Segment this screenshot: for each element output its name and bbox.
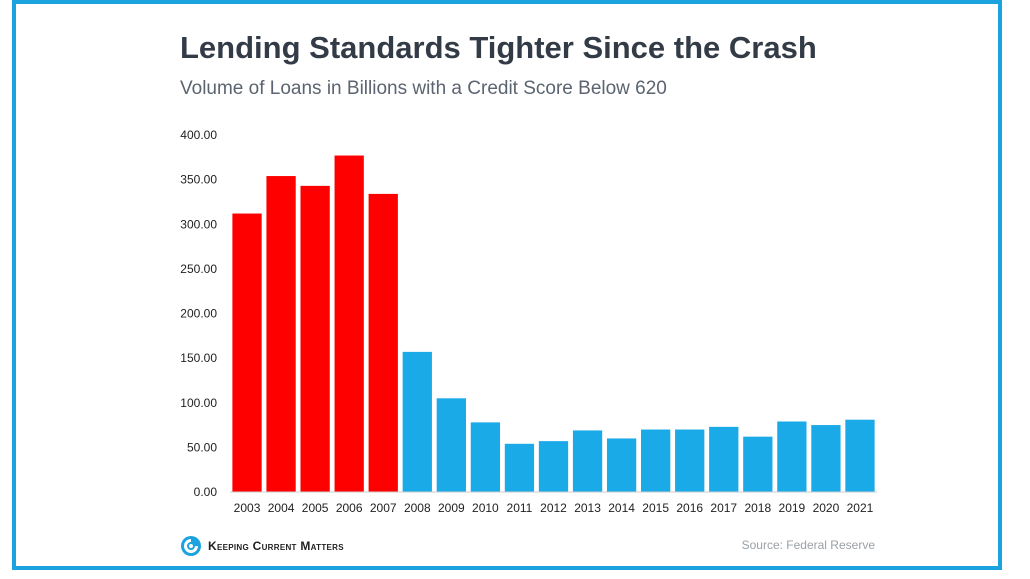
- y-tick-label: 200.00: [180, 307, 217, 321]
- bar-2021: [845, 419, 875, 492]
- x-tick-label: 2003: [234, 501, 261, 515]
- chart-subtitle: Volume of Loans in Billions with a Credi…: [180, 78, 667, 99]
- bar-2019: [777, 421, 807, 492]
- x-axis: 2003 2004 2005 2006 2007 2008 2009 2010 2011 2012…: [234, 501, 874, 515]
- x-tick-label: 2008: [404, 501, 431, 515]
- x-tick-label: 2006: [336, 501, 363, 515]
- x-tick-label: 2021: [847, 501, 874, 515]
- bar-2017: [709, 426, 739, 492]
- bar-2015: [641, 429, 671, 492]
- bar-2018: [743, 436, 773, 492]
- source-note: Source: Federal Reserve: [741, 538, 875, 552]
- bar-2012: [538, 441, 569, 492]
- bar-2014: [606, 438, 637, 492]
- x-tick-label: 2014: [608, 501, 635, 515]
- x-tick-label: 2011: [507, 501, 533, 515]
- y-tick-label: 350.00: [180, 173, 217, 187]
- y-tick-label: 400.00: [180, 128, 217, 142]
- y-tick-label: 0.00: [194, 485, 218, 499]
- x-tick-label: 2004: [268, 501, 295, 515]
- bar-2020: [811, 425, 841, 492]
- bar-2004: [266, 176, 296, 492]
- x-tick-label: 2005: [302, 501, 329, 515]
- y-tick-label: 150.00: [180, 351, 217, 365]
- bar-2013: [572, 430, 603, 492]
- x-tick-label: 2009: [438, 501, 465, 515]
- x-tick-label: 2017: [710, 501, 737, 515]
- x-tick-label: 2012: [540, 501, 567, 515]
- x-tick-label: 2013: [574, 501, 601, 515]
- x-tick-label: 2018: [744, 501, 771, 515]
- x-tick-label: 2020: [813, 501, 840, 515]
- x-tick-label: 2019: [779, 501, 806, 515]
- bar-2016: [675, 429, 705, 492]
- bar-2007: [368, 193, 398, 492]
- chart-title: Lending Standards Tighter Since the Cras…: [180, 30, 817, 65]
- bar-2005: [300, 185, 330, 492]
- kcm-swirl-icon: [181, 536, 201, 556]
- bar-2006: [334, 155, 364, 492]
- bars-group: [232, 155, 875, 493]
- y-tick-label: 250.00: [180, 262, 217, 276]
- y-axis: 0.00 50.00 100.00 150.00 200.00 250.00 300.00 3…: [180, 128, 217, 499]
- y-tick-label: 300.00: [180, 217, 217, 231]
- y-tick-label: 50.00: [187, 440, 217, 454]
- bar-2003: [232, 213, 262, 493]
- x-tick-label: 2016: [676, 501, 703, 515]
- x-tick-label: 2015: [642, 501, 669, 515]
- bar-2008: [402, 351, 432, 492]
- x-tick-label: 2010: [472, 501, 499, 515]
- y-tick-label: 100.00: [180, 396, 217, 410]
- bar-2010: [470, 422, 501, 492]
- bar-2009: [436, 398, 466, 492]
- bar-2011: [504, 443, 535, 492]
- brand-logo: Keeping Current Matters: [180, 533, 344, 559]
- x-tick-label: 2007: [370, 501, 397, 515]
- brand-name: Keeping Current Matters: [208, 539, 344, 553]
